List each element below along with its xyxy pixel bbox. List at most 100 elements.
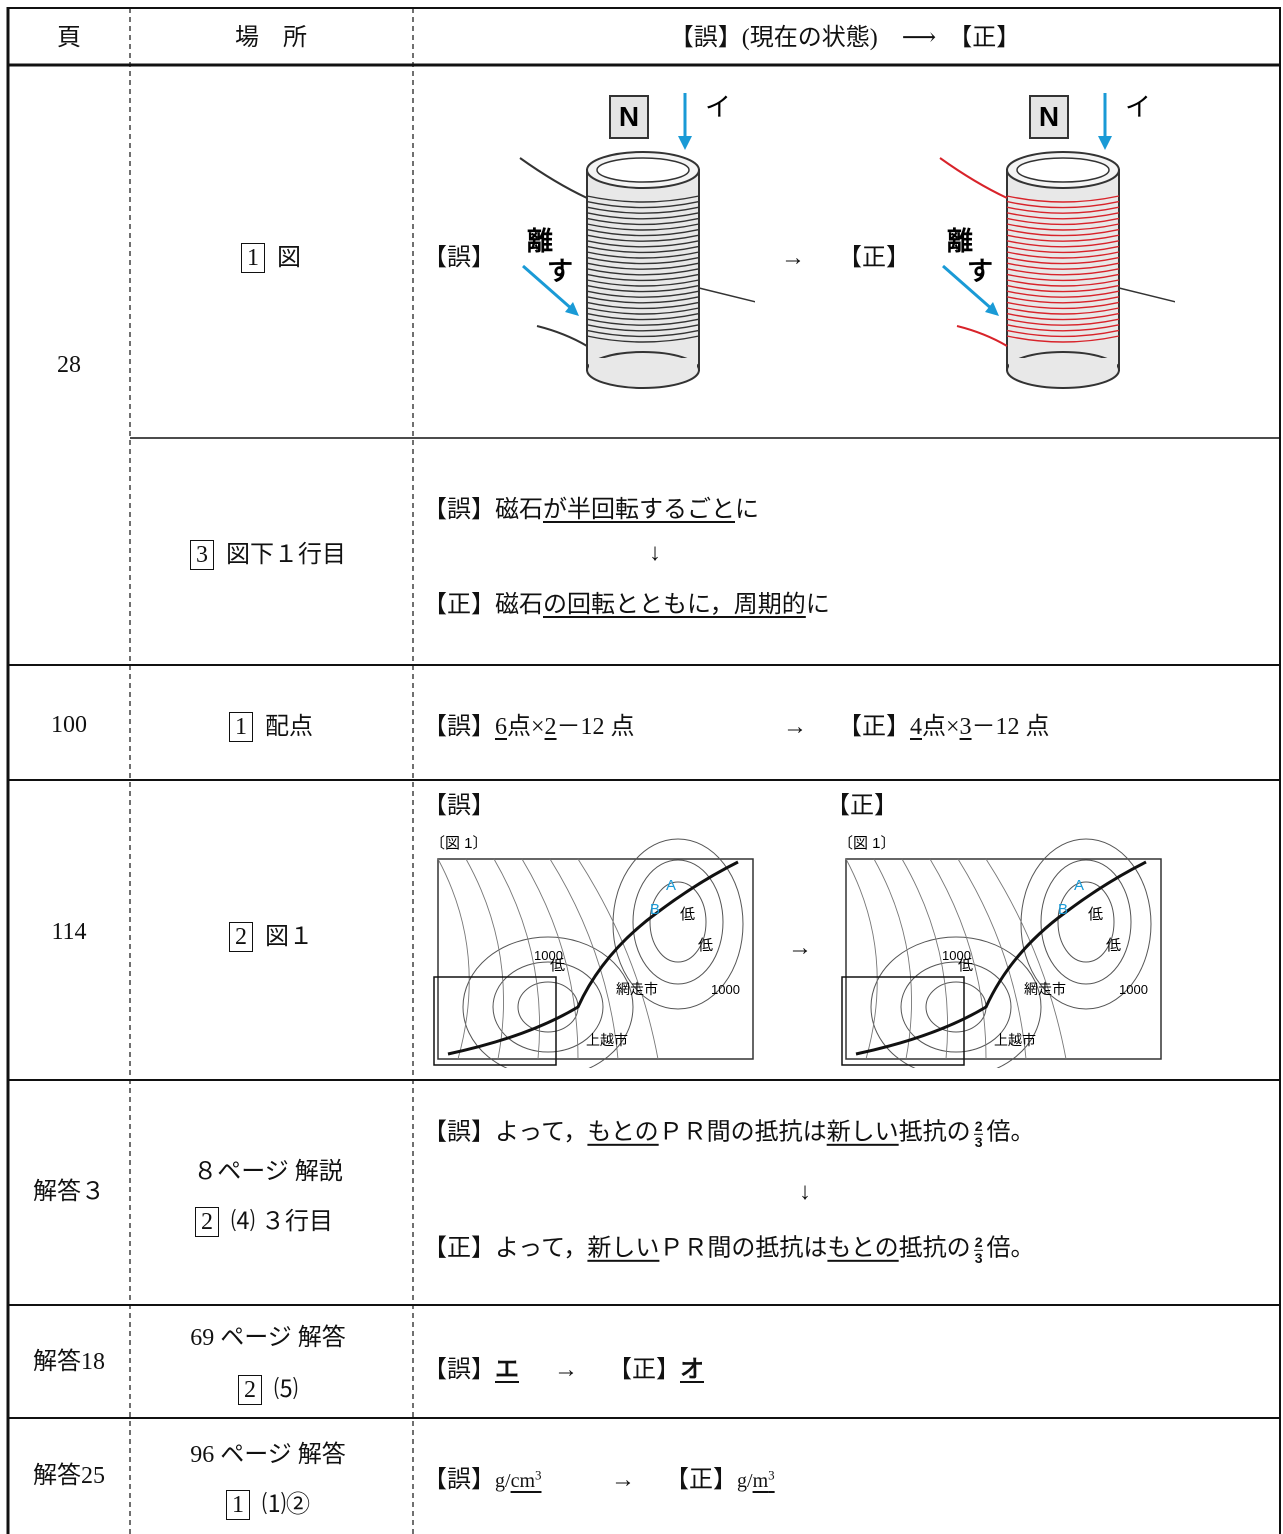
text: 【正】よって， (423, 1235, 588, 1262)
wire (956, 325, 1008, 347)
place: 1 配点 (229, 712, 313, 742)
unit: m (752, 1470, 769, 1492)
underlined-text: 新しい (587, 1235, 660, 1262)
coil-turn (586, 195, 700, 203)
numerator: 2 (973, 1117, 984, 1135)
coil-turn (586, 273, 700, 282)
place-box: 3 (190, 540, 214, 570)
wire (698, 287, 755, 303)
wire (939, 157, 1008, 199)
front-label: B (1058, 901, 1068, 918)
isobar-line (957, 858, 1027, 1060)
coil-turn (1006, 290, 1120, 298)
place-text: ⑸ (274, 1377, 298, 1403)
isobar-line (493, 858, 540, 1060)
coil-turn (1006, 234, 1120, 242)
city-label: 上越市 (586, 1032, 628, 1048)
isobar-line (873, 858, 912, 1060)
right-line: 【正】磁石の回転とともに，周期的に (423, 593, 830, 617)
coil-turn (1006, 324, 1120, 332)
text: 【誤】 (423, 714, 495, 740)
coil-turn (586, 329, 700, 338)
coil-turn (586, 223, 700, 231)
figure-caption: 〔図 1〕 (430, 835, 488, 852)
coil-turn (586, 284, 700, 293)
wrong-line: 【誤】g/cm3 (423, 1468, 542, 1492)
underlined-text: エ (495, 1357, 519, 1383)
isobar-line (985, 858, 1067, 1060)
text: 【正】 (665, 1467, 737, 1493)
city-label: 上越市 (994, 1032, 1036, 1048)
magnet (1029, 95, 1069, 139)
coil-turn (1006, 329, 1120, 338)
underlined-text: m3 (752, 1467, 775, 1492)
place-text: ⑴② (262, 1492, 310, 1518)
cylinder-rim (596, 157, 690, 183)
coil-turn (1006, 245, 1120, 254)
text: －12 点 (556, 714, 635, 740)
wrong-label: 【誤】 (423, 245, 495, 271)
inset-frame (433, 976, 557, 1066)
place-line: 69 ページ 解答 (190, 1325, 346, 1351)
coil-turn (586, 206, 700, 214)
header-page: 頁 (57, 25, 81, 51)
coil-figure-wrong: N イ 離 す (519, 92, 755, 389)
text: 【正】磁石 (423, 592, 543, 618)
text: 【誤】 (423, 1467, 495, 1493)
coil-turn (586, 312, 700, 321)
arrow: → (788, 935, 812, 961)
coil-turn (1006, 206, 1120, 214)
city-label: 網走市 (616, 981, 658, 997)
page-number: 解答３ (33, 1179, 105, 1205)
place-text: 配点 (265, 714, 313, 740)
coil-turn (1006, 307, 1120, 315)
front-label: A (1074, 877, 1084, 894)
action-label: す (967, 256, 993, 286)
numerator: 2 (973, 1233, 984, 1251)
text: 【正】 (838, 714, 910, 740)
text: 抵抗の (898, 1235, 971, 1262)
isobar-line (1020, 838, 1152, 1010)
text: 【誤】よって， (423, 1119, 588, 1146)
isobar-line (465, 858, 504, 1060)
arrow-head (985, 302, 999, 316)
action-label: 離 (947, 226, 973, 256)
underlined-text: 6 (495, 714, 507, 740)
right-label: 【正】 (826, 793, 898, 819)
place-line: 96 ページ 解答 (190, 1442, 346, 1468)
underlined-text: の回転とともに，周期的 (543, 592, 806, 618)
isobar-line (492, 961, 604, 1053)
coil-lines (586, 195, 700, 343)
arrow-head (678, 136, 692, 150)
pressure-label: 低 (698, 937, 713, 954)
place: 1 ⑴② (226, 1490, 310, 1520)
wire (536, 325, 588, 347)
place-box: 2 (229, 922, 253, 952)
wrong-line: 【誤】6点×2－12 点 (423, 715, 635, 739)
coil-lines (1006, 195, 1120, 343)
map-frame (437, 858, 754, 1060)
page-number: 100 (51, 712, 87, 738)
coil-drawing (939, 93, 1175, 389)
superscript: 3 (768, 1467, 775, 1483)
text: g/ (737, 1470, 753, 1492)
coil-turn (586, 279, 700, 287)
coil-drawing (519, 93, 755, 389)
header-place: 場 所 (235, 25, 307, 51)
text: 抵抗の (898, 1119, 971, 1146)
text: 倍。 (986, 1119, 1035, 1146)
coil-turn (1006, 268, 1120, 276)
isobar-line (870, 936, 1042, 1068)
action-label: 離 (527, 226, 553, 256)
coil-turn (1006, 228, 1120, 237)
coil-turn (586, 212, 700, 220)
cylinder-rim (1016, 157, 1110, 183)
coil-turn (1006, 217, 1120, 226)
coil-turn (586, 245, 700, 254)
motion-arrow (942, 264, 994, 312)
page-number: 解答25 (33, 1463, 105, 1489)
coil-turn (586, 217, 700, 226)
text: g/ (495, 1470, 511, 1492)
underlined-text: もとの (827, 1235, 899, 1262)
